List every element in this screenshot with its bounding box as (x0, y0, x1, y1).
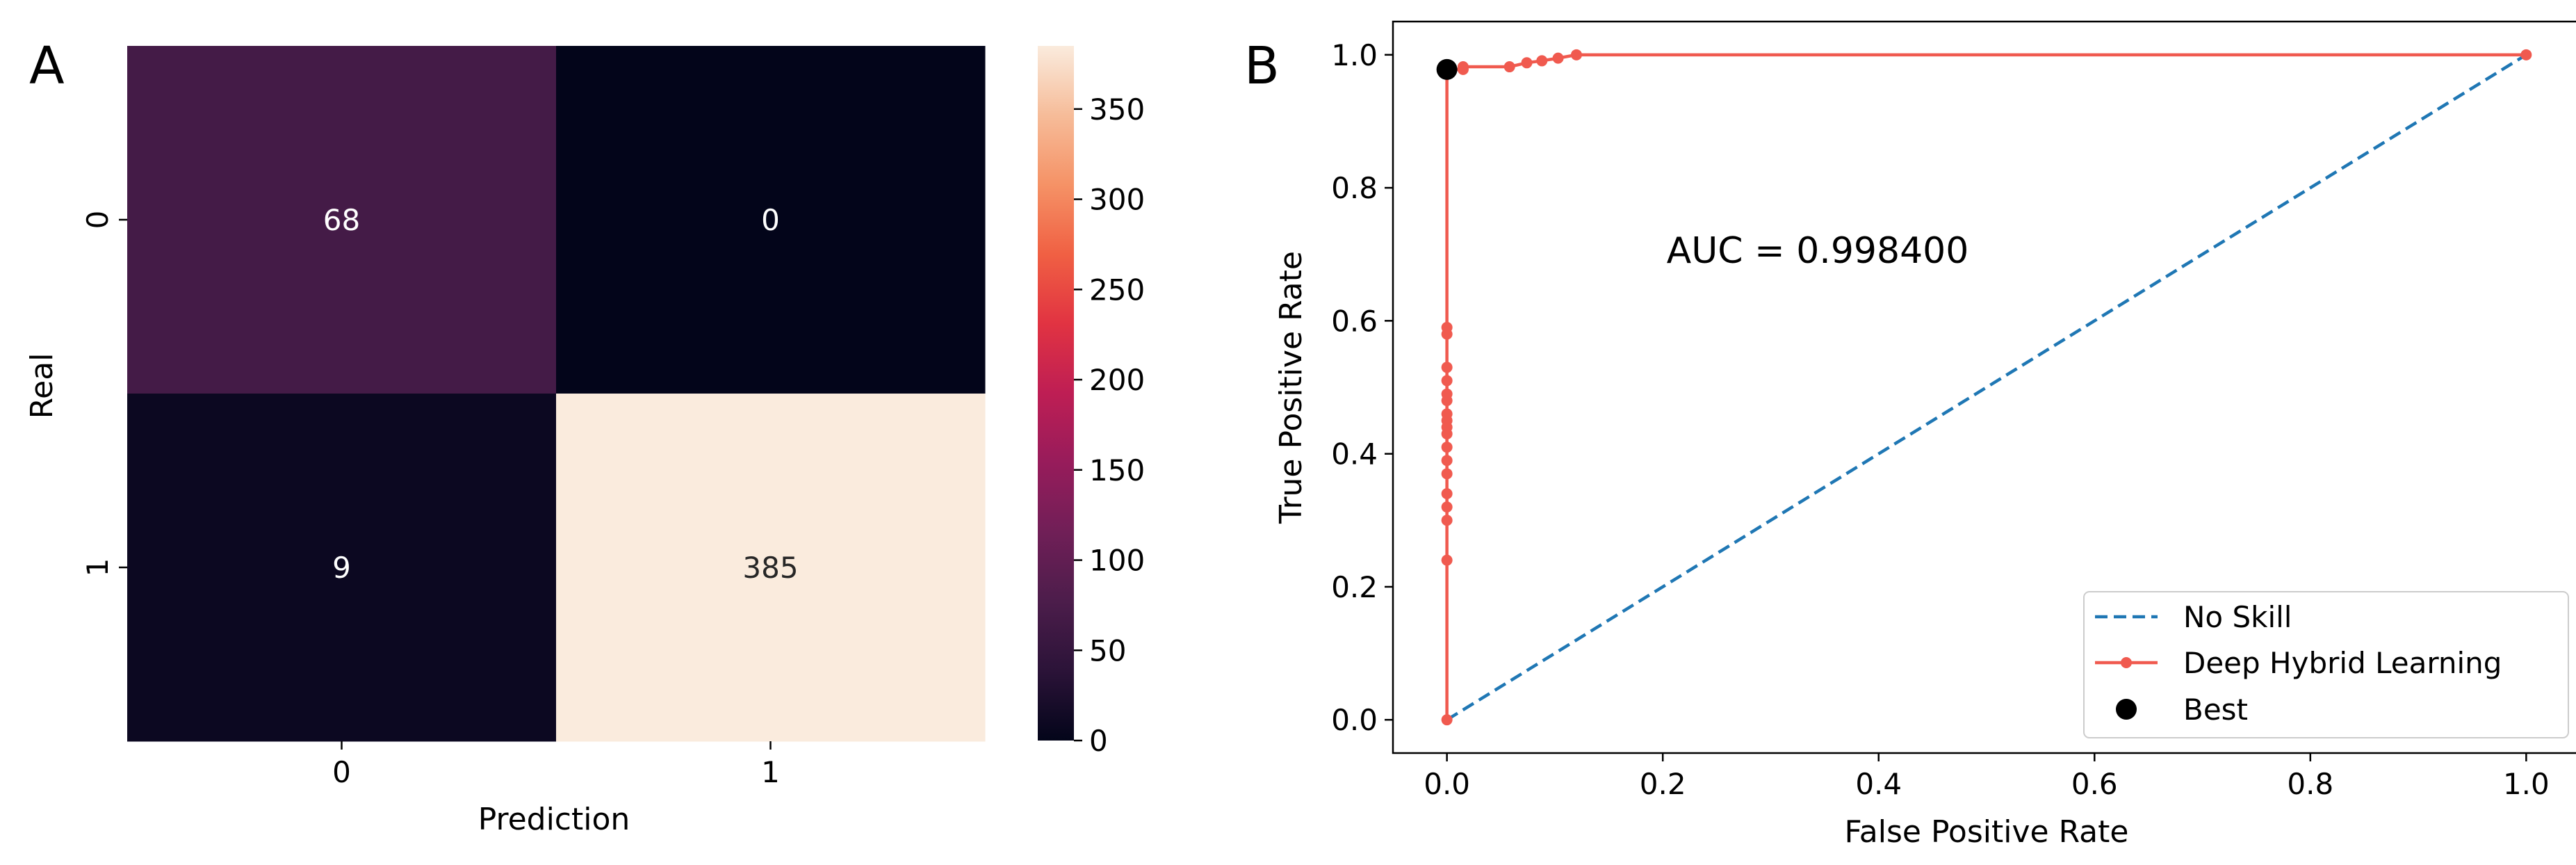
heatmap-cell-value: 68 (323, 203, 360, 237)
series-point-deep-hybrid-learning (1570, 49, 1582, 60)
heatmap-y-tick-label: 0 (81, 211, 115, 229)
heatmap-x-axis-label: Prediction (478, 802, 630, 837)
colorbar-tick-label: 50 (1089, 633, 1126, 668)
series-point-deep-hybrid-learning (1441, 488, 1453, 500)
roc-x-tick-label: 0.6 (2071, 767, 2118, 801)
roc-y-tick-label: 0.2 (1331, 570, 1378, 604)
heatmap-cells (127, 46, 986, 742)
roc-y-ticks: 0.0 0.2 0.4 0.6 0.8 1.0 (1331, 38, 1393, 737)
series-line-no-skill (1446, 53, 2527, 722)
roc-panel: B 0.0 0.2 0.4 0.6 0.8 1.0 0.00.20.40.60.81.0 … (1244, 20, 2576, 850)
roc-y-tick-label: 0.6 (1331, 304, 1378, 338)
heatmap-x-tick-label: 1 (761, 755, 780, 789)
colorbar-ticks: 0 50 100 150 200 250 300 350 (1074, 92, 1145, 758)
series-point-deep-hybrid-learning (1441, 714, 1453, 726)
series-point-deep-hybrid-learning (1441, 468, 1453, 480)
roc-series (1436, 49, 2532, 726)
series-point-deep-hybrid-learning (1503, 61, 1515, 73)
roc-y-tick-label: 0.8 (1331, 171, 1378, 205)
roc-x-tick-label: 0.4 (1855, 767, 1902, 801)
heatmap-cell-value: 385 (742, 551, 798, 585)
series-point-deep-hybrid-learning (1552, 52, 1564, 64)
series-point-deep-hybrid-learning (1441, 321, 1453, 333)
series-point-deep-hybrid-learning (1441, 375, 1453, 387)
roc-y-tick-label: 0.4 (1331, 437, 1378, 471)
panel-label-b: B (1244, 36, 1280, 96)
series-point-deep-hybrid-learning (1441, 362, 1453, 373)
legend-frame (2083, 591, 2569, 738)
roc-x-tick-label: 0.2 (1640, 767, 1686, 801)
legend-label-best: Best (2183, 693, 2248, 727)
roc-x-tick-label: 0.0 (1424, 767, 1470, 801)
colorbar-tick-label: 300 (1089, 183, 1145, 217)
panel-label-a: A (29, 36, 65, 96)
heatmap-cell (127, 394, 557, 742)
series-point-deep-hybrid-learning (2520, 49, 2532, 60)
roc-x-tick-label: 1.0 (2503, 767, 2550, 801)
legend-marker-best (2116, 699, 2137, 720)
heatmap-y-axis-label: Real (24, 353, 60, 419)
roc-legend: No Skill Deep Hybrid Learning Best (2083, 591, 2569, 738)
legend-label-deep-hybrid-learning: Deep Hybrid Learning (2183, 646, 2502, 680)
series-point-deep-hybrid-learning (1441, 554, 1453, 566)
colorbar-tick-label: 250 (1089, 273, 1145, 307)
colorbar (1038, 46, 1074, 741)
series-point-deep-hybrid-learning (1441, 442, 1453, 453)
heatmap-cell-labels: 68 0 9 385 (323, 203, 799, 585)
heatmap-cell (556, 46, 986, 394)
roc-x-tick-label: 0.8 (2287, 767, 2333, 801)
legend-marker-deep-hybrid-learning (2121, 657, 2132, 668)
colorbar-tick-label: 100 (1089, 544, 1145, 578)
series-point-deep-hybrid-learning (1441, 388, 1453, 400)
roc-y-axis-label: True Positive Rate (1273, 251, 1309, 524)
colorbar-tick-label: 150 (1089, 453, 1145, 487)
colorbar-tick-label: 350 (1089, 92, 1145, 127)
heatmap-x-tick-label: 0 (332, 755, 351, 789)
heatmap-y-tick-label: 1 (81, 558, 115, 577)
series-point-deep-hybrid-learning (1521, 57, 1533, 69)
auc-annotation: AUC = 0.998400 (1667, 230, 1969, 272)
legend-label-no-skill: No Skill (2183, 600, 2292, 634)
roc-y-tick-label: 0.0 (1331, 703, 1378, 737)
roc-y-tick-label: 1.0 (1331, 38, 1378, 72)
colorbar-tick-label: 0 (1089, 724, 1108, 758)
colorbar-tick-label: 200 (1089, 363, 1145, 397)
roc-plot-frame (1392, 20, 2576, 754)
series-point-deep-hybrid-learning (1441, 455, 1453, 467)
heatmap-y-ticks: 01 (81, 211, 127, 577)
series-point-deep-hybrid-learning (1536, 55, 1548, 67)
series-point-deep-hybrid-learning (1457, 61, 1469, 73)
heatmap-cell-value: 0 (761, 203, 780, 237)
roc-x-ticks: 0.0 0.2 0.4 0.6 0.8 1.0 (1424, 753, 2550, 801)
series-point-best (1436, 58, 1458, 80)
heatmap-cell (556, 394, 986, 742)
series-point-deep-hybrid-learning (1441, 501, 1453, 513)
series-point-deep-hybrid-learning (1441, 408, 1453, 420)
heatmap-cell-value: 9 (332, 551, 351, 585)
roc-x-axis-label: False Positive Rate (1845, 814, 2129, 850)
series-point-deep-hybrid-learning (1441, 515, 1453, 526)
heatmap-cell (127, 46, 557, 394)
